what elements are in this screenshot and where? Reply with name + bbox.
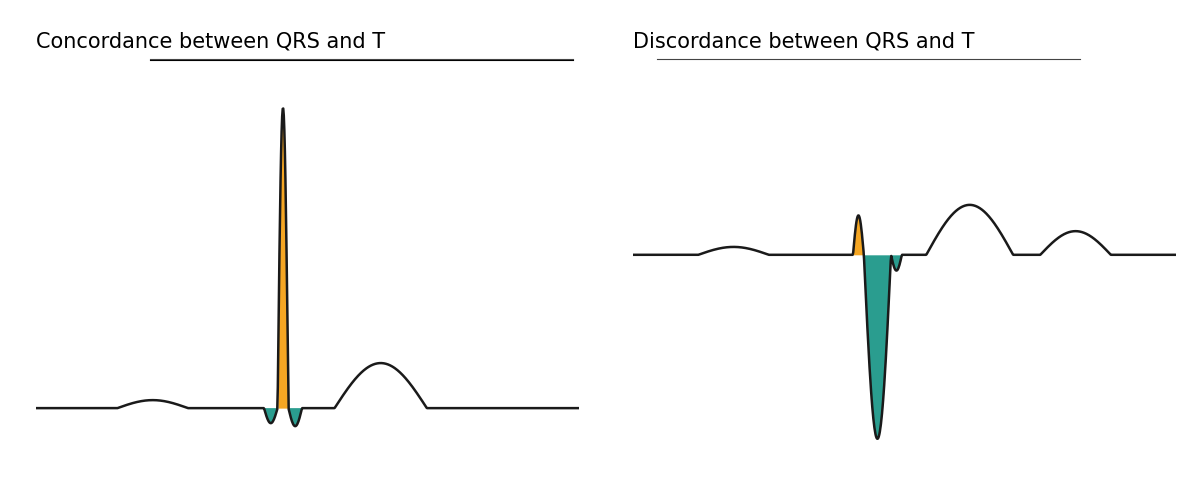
Text: Concordance between QRS and T: Concordance between QRS and T <box>36 32 385 51</box>
Text: Discordance between QRS and T: Discordance between QRS and T <box>634 32 974 51</box>
